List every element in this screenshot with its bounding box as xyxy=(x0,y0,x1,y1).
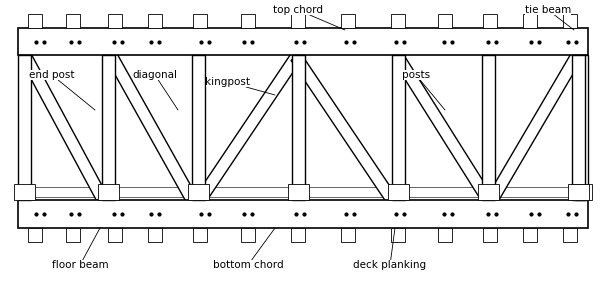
Bar xyxy=(388,184,409,200)
Polygon shape xyxy=(393,54,493,203)
Bar xyxy=(241,14,255,28)
Bar xyxy=(403,187,483,197)
Bar xyxy=(523,228,537,242)
Bar xyxy=(193,228,207,242)
Polygon shape xyxy=(291,54,397,203)
Bar xyxy=(291,14,305,28)
Bar xyxy=(391,228,405,242)
Text: end post: end post xyxy=(29,70,95,110)
Text: diagonal: diagonal xyxy=(132,70,178,110)
Bar xyxy=(192,55,205,200)
Bar xyxy=(438,228,452,242)
Bar xyxy=(28,228,42,242)
Bar xyxy=(483,228,497,242)
Bar xyxy=(572,55,585,200)
Bar xyxy=(571,184,592,200)
Bar xyxy=(188,184,209,200)
Polygon shape xyxy=(21,54,108,203)
Bar xyxy=(28,14,42,28)
Bar xyxy=(98,184,119,200)
Bar xyxy=(148,14,162,28)
Text: top chord: top chord xyxy=(273,5,345,30)
Bar xyxy=(18,55,31,200)
Bar xyxy=(66,14,80,28)
Polygon shape xyxy=(487,54,581,203)
Bar xyxy=(341,14,355,28)
Bar xyxy=(288,184,309,200)
Bar xyxy=(563,14,577,28)
Bar xyxy=(523,14,537,28)
Bar xyxy=(563,228,577,242)
Bar xyxy=(102,55,115,200)
Bar xyxy=(66,228,80,242)
Bar xyxy=(193,14,207,28)
Bar xyxy=(478,184,499,200)
Text: tie beam: tie beam xyxy=(525,5,574,30)
Polygon shape xyxy=(107,54,198,203)
Bar xyxy=(482,55,495,200)
Bar xyxy=(575,55,588,200)
Bar xyxy=(483,14,497,28)
Bar xyxy=(568,184,589,200)
Bar xyxy=(291,228,305,242)
Bar xyxy=(108,228,122,242)
Bar xyxy=(241,228,255,242)
Bar xyxy=(292,55,305,200)
Bar xyxy=(391,14,405,28)
Bar xyxy=(392,55,405,200)
Text: posts: posts xyxy=(402,70,445,110)
Bar xyxy=(23,187,103,197)
Bar xyxy=(303,187,393,197)
Polygon shape xyxy=(195,54,301,203)
Bar xyxy=(203,187,293,197)
Bar xyxy=(148,228,162,242)
Bar xyxy=(18,200,588,228)
Bar xyxy=(438,14,452,28)
Bar xyxy=(113,187,193,197)
Bar xyxy=(493,187,573,197)
Bar xyxy=(14,184,35,200)
Bar xyxy=(18,28,588,55)
Text: kingpost: kingpost xyxy=(205,77,275,95)
Text: floor beam: floor beam xyxy=(52,228,108,270)
Text: deck planking: deck planking xyxy=(353,228,426,270)
Bar xyxy=(341,228,355,242)
Text: bottom chord: bottom chord xyxy=(213,228,283,270)
Bar xyxy=(108,14,122,28)
